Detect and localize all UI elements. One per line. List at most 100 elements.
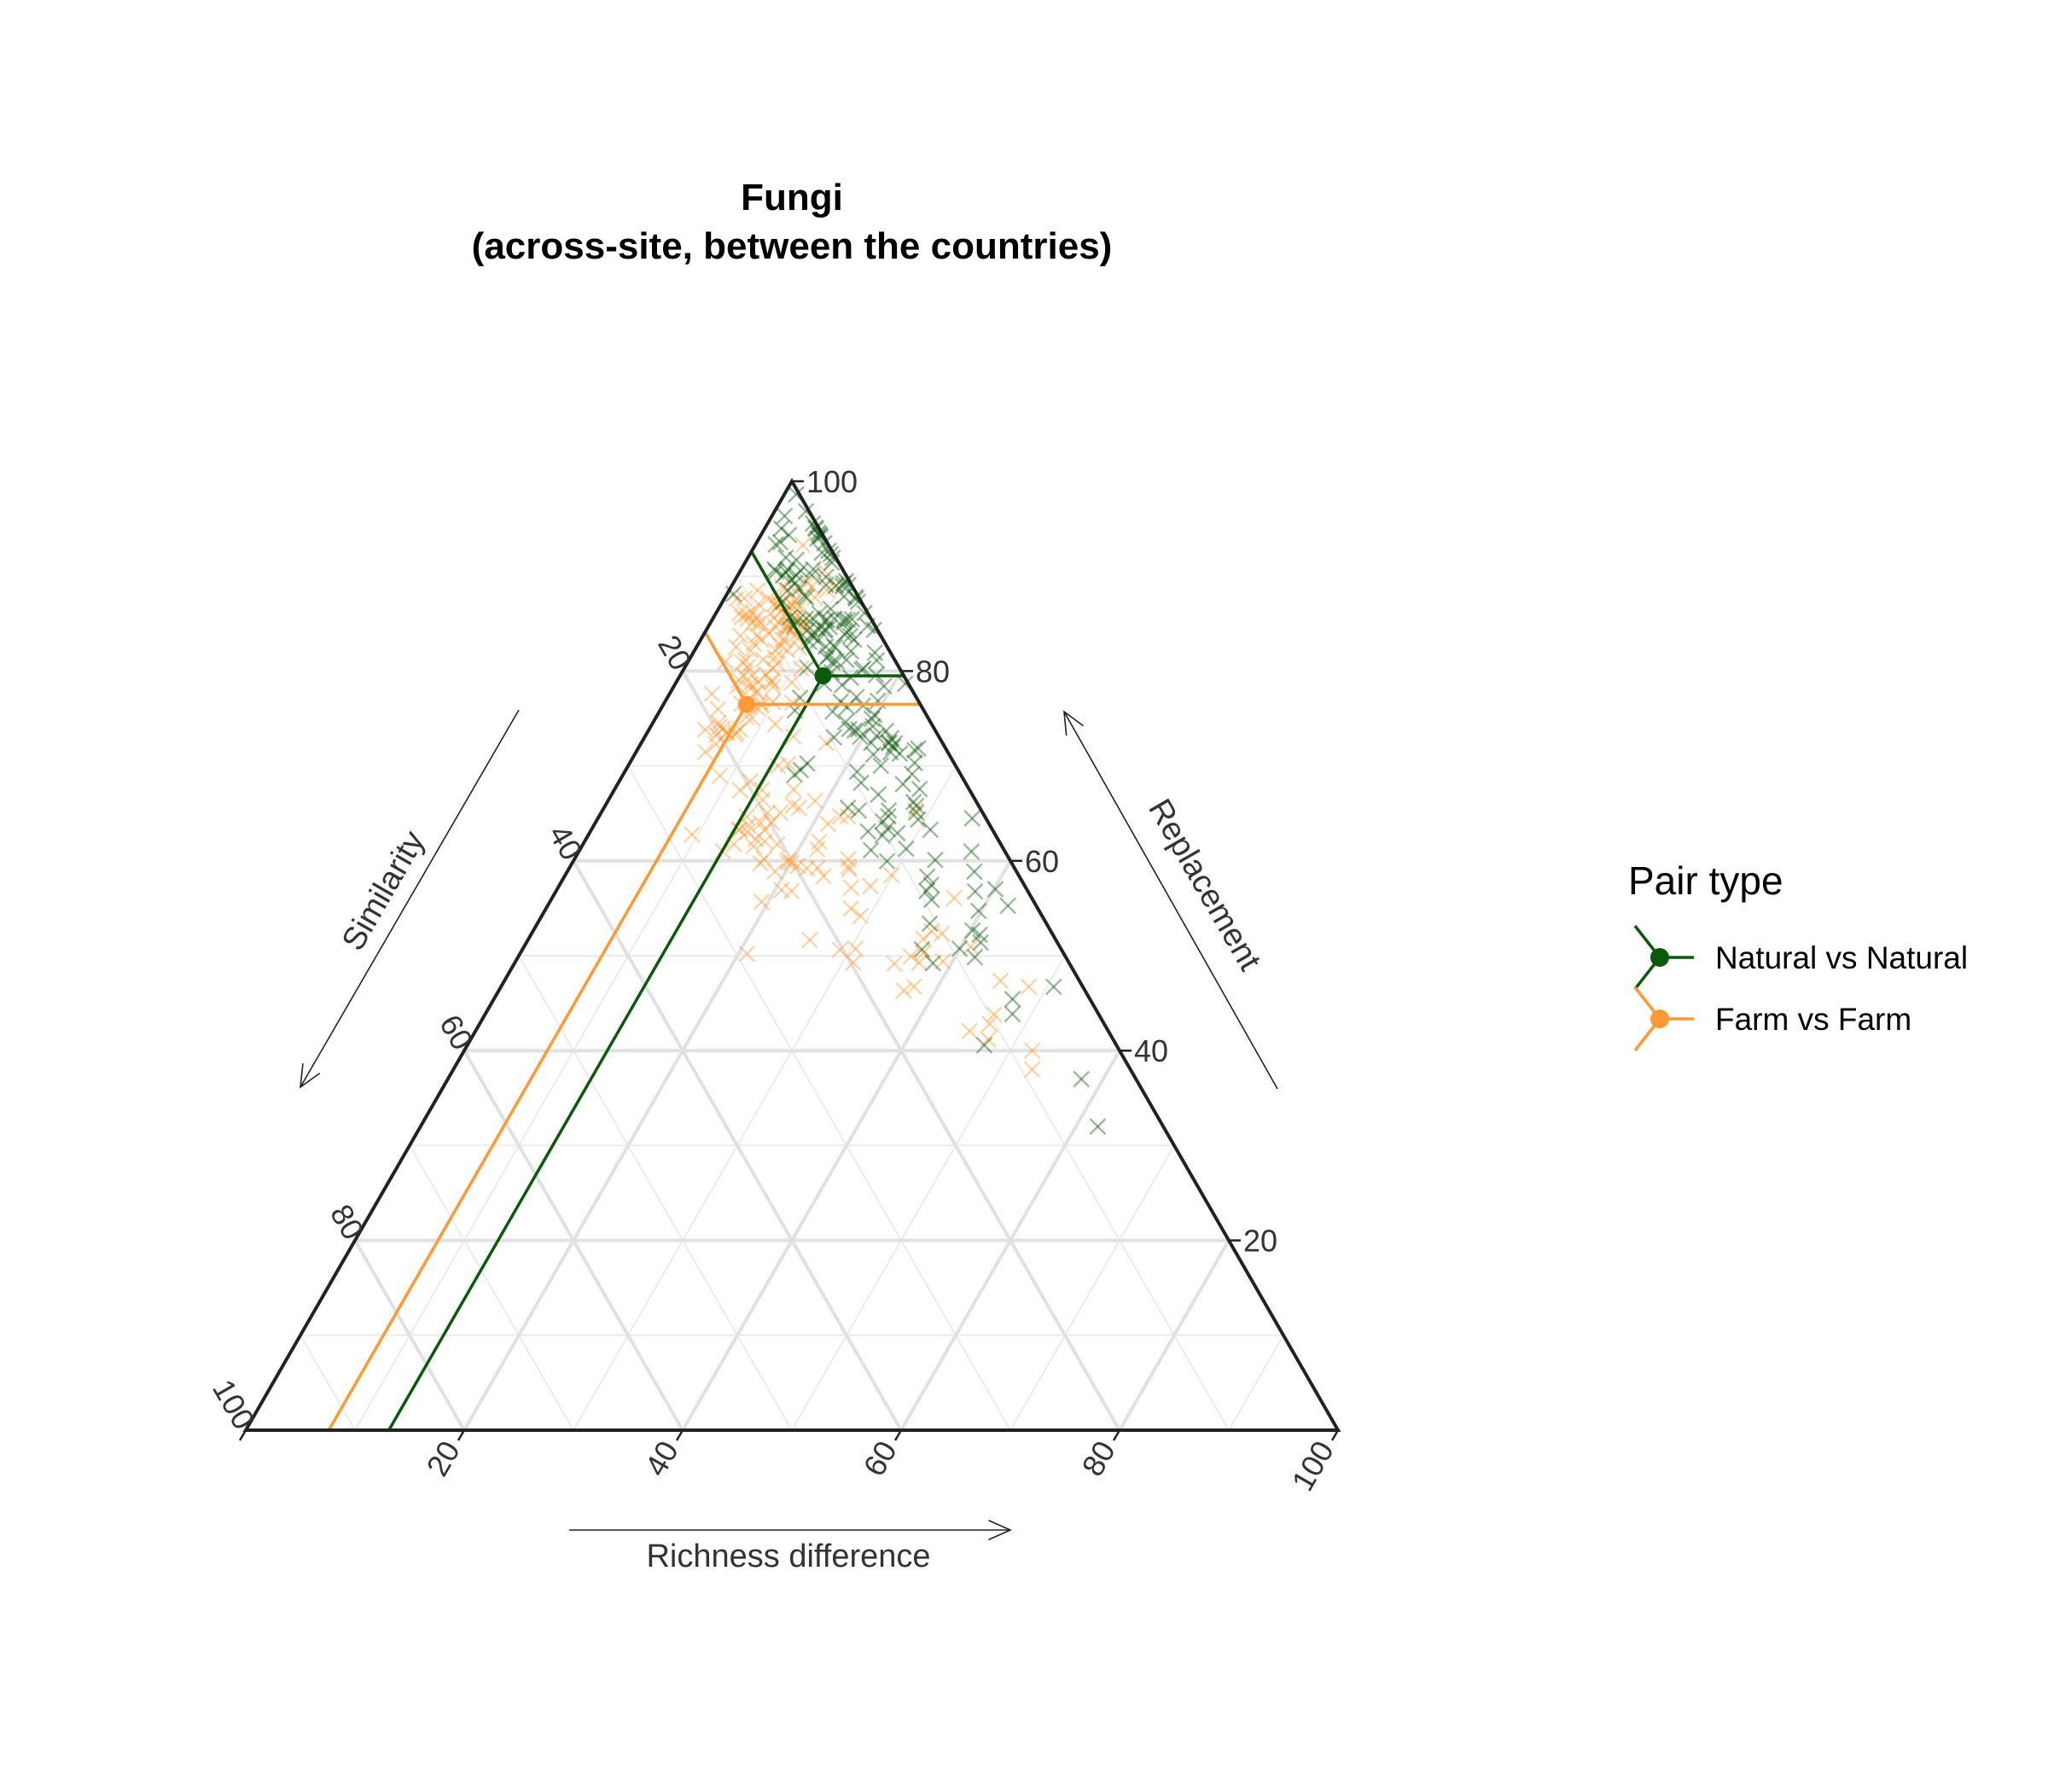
- farm-vs-farm-point: [772, 881, 790, 899]
- natural-vs-natural-point: [862, 841, 880, 859]
- farm-vs-farm-point-stroke-a: [815, 561, 833, 579]
- farm-vs-farm-point-stroke-a: [783, 882, 800, 900]
- farm-vs-farm-point-stroke-b: [915, 930, 932, 948]
- legend-key-point: [1650, 1009, 1669, 1028]
- farm-vs-farm-point: [840, 858, 857, 876]
- natural-vs-natural-point-stroke-a: [842, 669, 859, 686]
- farm-vs-farm-point: [754, 651, 772, 668]
- natural-vs-natural-point-stroke-a: [777, 549, 794, 567]
- natural-vs-natural-point: [850, 802, 868, 819]
- richness-tick-mark: [893, 1429, 903, 1441]
- farm-vs-farm-point-stroke-b: [752, 814, 770, 832]
- natural-vs-natural-point-stroke-b: [880, 735, 898, 752]
- farm-vs-farm-point-stroke-b: [743, 666, 761, 684]
- farm-vs-farm-point-stroke-b: [771, 804, 789, 822]
- grid-richness-50: [791, 955, 1066, 1431]
- farm-vs-farm-point: [730, 604, 748, 622]
- natural-vs-natural-point-stroke-a: [832, 693, 849, 711]
- farm-vs-farm-point-stroke-b: [802, 578, 820, 596]
- natural-vs-natural-point: [809, 632, 826, 650]
- farm-vs-farm-point-stroke-a: [961, 1022, 979, 1040]
- natural-vs-natural-point: [816, 622, 834, 639]
- farm-vs-farm-point-stroke-b: [783, 694, 801, 712]
- farm-vs-farm-point: [734, 654, 751, 672]
- farm-vs-farm-point-stroke-a: [747, 683, 765, 701]
- natural-vs-natural-point-stroke-b: [823, 654, 841, 672]
- farm-vs-farm-point: [1020, 978, 1038, 996]
- natural-vs-natural-point: [801, 619, 818, 637]
- farm-vs-farm-point-stroke-a: [748, 683, 766, 701]
- farm-vs-farm-point-stroke-b: [786, 591, 804, 609]
- natural-vs-natural-point: [870, 786, 887, 803]
- farm-vs-farm-point: [766, 649, 783, 666]
- natural-vs-natural-point-stroke-b: [767, 562, 785, 580]
- farm-vs-farm-point-stroke-b: [764, 660, 782, 677]
- natural-vs-natural-point-stroke-a: [848, 763, 866, 781]
- natural-vs-natural-point: [881, 734, 899, 751]
- natural-vs-natural-point: [922, 821, 940, 839]
- farm-vs-farm-point-stroke-b: [683, 826, 701, 843]
- grid-richness-30: [573, 765, 957, 1431]
- replacement-tick-label: 60: [1025, 844, 1059, 879]
- farm-vs-farm-point: [806, 792, 823, 810]
- replacement-arrow-head: [1063, 710, 1084, 736]
- natural-vs-natural-point-stroke-a: [913, 940, 931, 958]
- farm-vs-farm-point-stroke-a: [739, 610, 757, 627]
- natural-vs-natural-point-stroke-a: [905, 742, 923, 759]
- richness-tick-label: 40: [637, 1435, 685, 1482]
- richness-tick-mark: [1330, 1429, 1340, 1441]
- natural-vs-natural-point-stroke-a: [966, 882, 984, 900]
- natural-vs-natural-point: [805, 561, 822, 579]
- farm-vs-farm-point-stroke-a: [753, 791, 771, 809]
- farm-vs-farm-point-stroke-b: [738, 823, 756, 841]
- farm-vs-farm-point-stroke-a: [764, 660, 782, 677]
- farm-vs-farm-point-stroke-b: [798, 859, 816, 877]
- farm-vs-farm-point-stroke-a: [797, 618, 815, 636]
- natural-vs-natural-point-stroke-a: [786, 765, 804, 783]
- farm-vs-farm-point-stroke-a: [731, 627, 749, 644]
- natural-vs-natural-point: [874, 827, 891, 844]
- natural-vs-natural-point-stroke-a: [776, 507, 794, 525]
- farm-vs-farm-point-stroke-b: [783, 616, 800, 634]
- farm-vs-farm-point-stroke-a: [737, 606, 755, 624]
- farm-vs-farm-point-stroke-b: [934, 952, 951, 970]
- natural-vs-natural-point-stroke-b: [969, 902, 987, 920]
- farm-vs-farm-point-stroke-b: [992, 972, 1009, 990]
- farm-vs-farm-point-stroke-b: [779, 602, 797, 619]
- farm-vs-farm-point-stroke-a: [915, 944, 932, 962]
- natural-vs-natural-point-stroke-b: [880, 801, 898, 819]
- natural-vs-natural-point-stroke-b: [905, 754, 923, 771]
- natural-vs-natural-point: [799, 659, 816, 677]
- farm-vs-farm-point: [739, 610, 757, 627]
- farm-vs-farm-point-stroke-b: [742, 675, 759, 693]
- natural-vs-natural-point: [786, 575, 804, 592]
- farm-vs-farm-point-stroke-a: [730, 821, 748, 839]
- farm-vs-farm-point-stroke-a: [907, 801, 924, 819]
- farm-vs-farm-point-stroke-a: [786, 591, 804, 609]
- farm-vs-farm-point-stroke-a: [786, 581, 803, 599]
- natural-vs-natural-point-stroke-b: [1089, 1118, 1107, 1136]
- natural-vs-natural-point: [905, 754, 923, 771]
- natural-vs-natural-point: [868, 651, 886, 669]
- natural-vs-natural-point: [886, 735, 904, 753]
- farm-vs-farm-point: [743, 709, 761, 727]
- natural-vs-natural-point: [783, 570, 801, 588]
- natural-vs-natural-point-stroke-a: [963, 843, 980, 860]
- farm-vs-farm-point-stroke-b: [753, 782, 771, 799]
- farm-vs-farm-point-stroke-a: [842, 879, 860, 897]
- natural-vs-natural-point-stroke-b: [802, 626, 820, 643]
- farm-vs-farm-point: [779, 853, 797, 871]
- natural-vs-natural-point-stroke-a: [834, 578, 852, 595]
- farm-vs-farm-point: [790, 799, 808, 817]
- natural-vs-natural-point-stroke-a: [817, 568, 835, 585]
- natural-vs-natural-point-stroke-b: [766, 561, 783, 578]
- natural-vs-natural-point-stroke-b: [767, 536, 784, 553]
- farm-vs-farm-point-stroke-a: [831, 807, 849, 825]
- natural-vs-natural-point: [835, 614, 852, 631]
- natural-vs-natural-point-stroke-b: [825, 729, 843, 747]
- farm-vs-farm-point-stroke-b: [771, 637, 789, 655]
- natural-vs-natural-point-stroke-a: [847, 689, 865, 706]
- farm-vs-farm-point-stroke-a: [773, 578, 791, 596]
- replacement-arrow-shaft: [1063, 711, 1278, 1090]
